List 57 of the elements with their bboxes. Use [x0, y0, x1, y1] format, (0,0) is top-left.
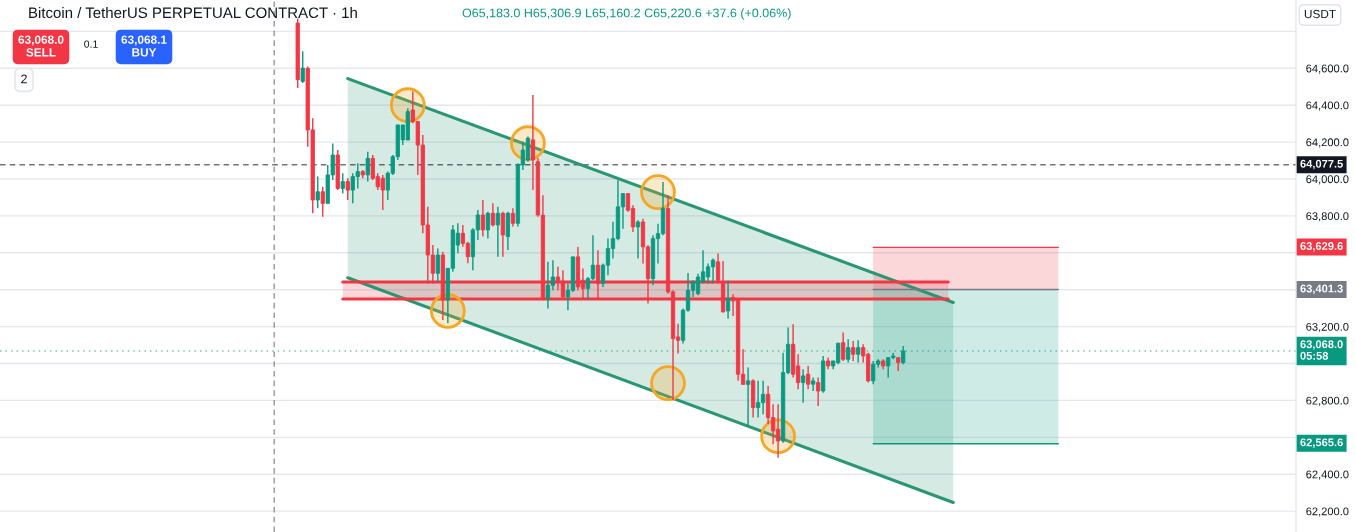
text: 62,565.6 — [1300, 438, 1343, 448]
candlestick — [816, 376, 821, 407]
annotation: 0.1 — [84, 40, 98, 48]
y-tick-label: 63,800.0 — [1306, 212, 1349, 222]
candlestick — [705, 262, 711, 285]
candlestick — [846, 338, 851, 364]
candlestick — [801, 368, 806, 404]
candlestick — [775, 403, 781, 459]
text: 63,629.6 — [1300, 242, 1343, 252]
ref-line-label: 63,068.0 05:58 — [1300, 340, 1343, 360]
candlestick — [525, 135, 531, 163]
annotation: 63,068.1 BUY — [121, 35, 167, 57]
y-tick-label: 64,000.0 — [1306, 175, 1349, 185]
candlestick — [300, 50, 305, 84]
y-tick-label: 64,600.0 — [1306, 64, 1349, 74]
candlestick — [530, 94, 536, 191]
candlestick — [745, 366, 751, 427]
candlestick — [435, 247, 440, 283]
ref-line-label: 64,077.5 — [1300, 159, 1343, 170]
y-tick-label: 64,400.0 — [1306, 101, 1349, 111]
candlestick — [710, 257, 716, 285]
annotation: 2 — [21, 74, 27, 84]
candlestick — [545, 261, 551, 310]
candlestick — [490, 202, 495, 228]
chart-title: Bitcoin / TetherUS PERPETUAL CONTRACT · 1h — [29, 7, 357, 19]
candlestick — [806, 365, 811, 391]
candlestick — [510, 207, 516, 228]
candlestick — [315, 175, 320, 210]
text: USDT — [1304, 9, 1336, 19]
candlestick — [485, 210, 490, 240]
annotation: O65,183.0 H65,306.9 L65,160.2 C65,220.6 +37.6 (+0.06%) — [462, 8, 791, 20]
point — [640, 174, 676, 210]
candlestick — [841, 331, 846, 362]
candlestick — [695, 272, 701, 296]
candlestick — [500, 210, 506, 258]
candlestick — [755, 380, 761, 419]
text: 63,401.3 — [1300, 284, 1343, 295]
y-tick-label: 62,200.0 — [1306, 507, 1349, 517]
y-tick-label: 62,400.0 — [1306, 470, 1349, 480]
point — [650, 365, 686, 401]
candlestick — [495, 205, 501, 258]
annotation: 63,068.0 SELL — [18, 35, 64, 57]
candlestick — [635, 219, 641, 260]
y-tick-label: 63,200.0 — [1306, 322, 1349, 333]
candlestick — [856, 339, 861, 364]
candlestick — [725, 280, 731, 320]
candlestick — [320, 186, 325, 218]
y-tick-label: 64,200.0 — [1306, 138, 1349, 148]
candlestick — [480, 199, 485, 238]
candlestick — [340, 172, 345, 195]
candlestick — [365, 150, 370, 183]
y-tick-label: 62,800.0 — [1306, 396, 1349, 406]
candlestick — [901, 345, 906, 365]
candlestick — [760, 380, 766, 415]
candlestick — [851, 340, 856, 362]
candlestick — [505, 210, 511, 251]
candlestick — [345, 177, 350, 201]
